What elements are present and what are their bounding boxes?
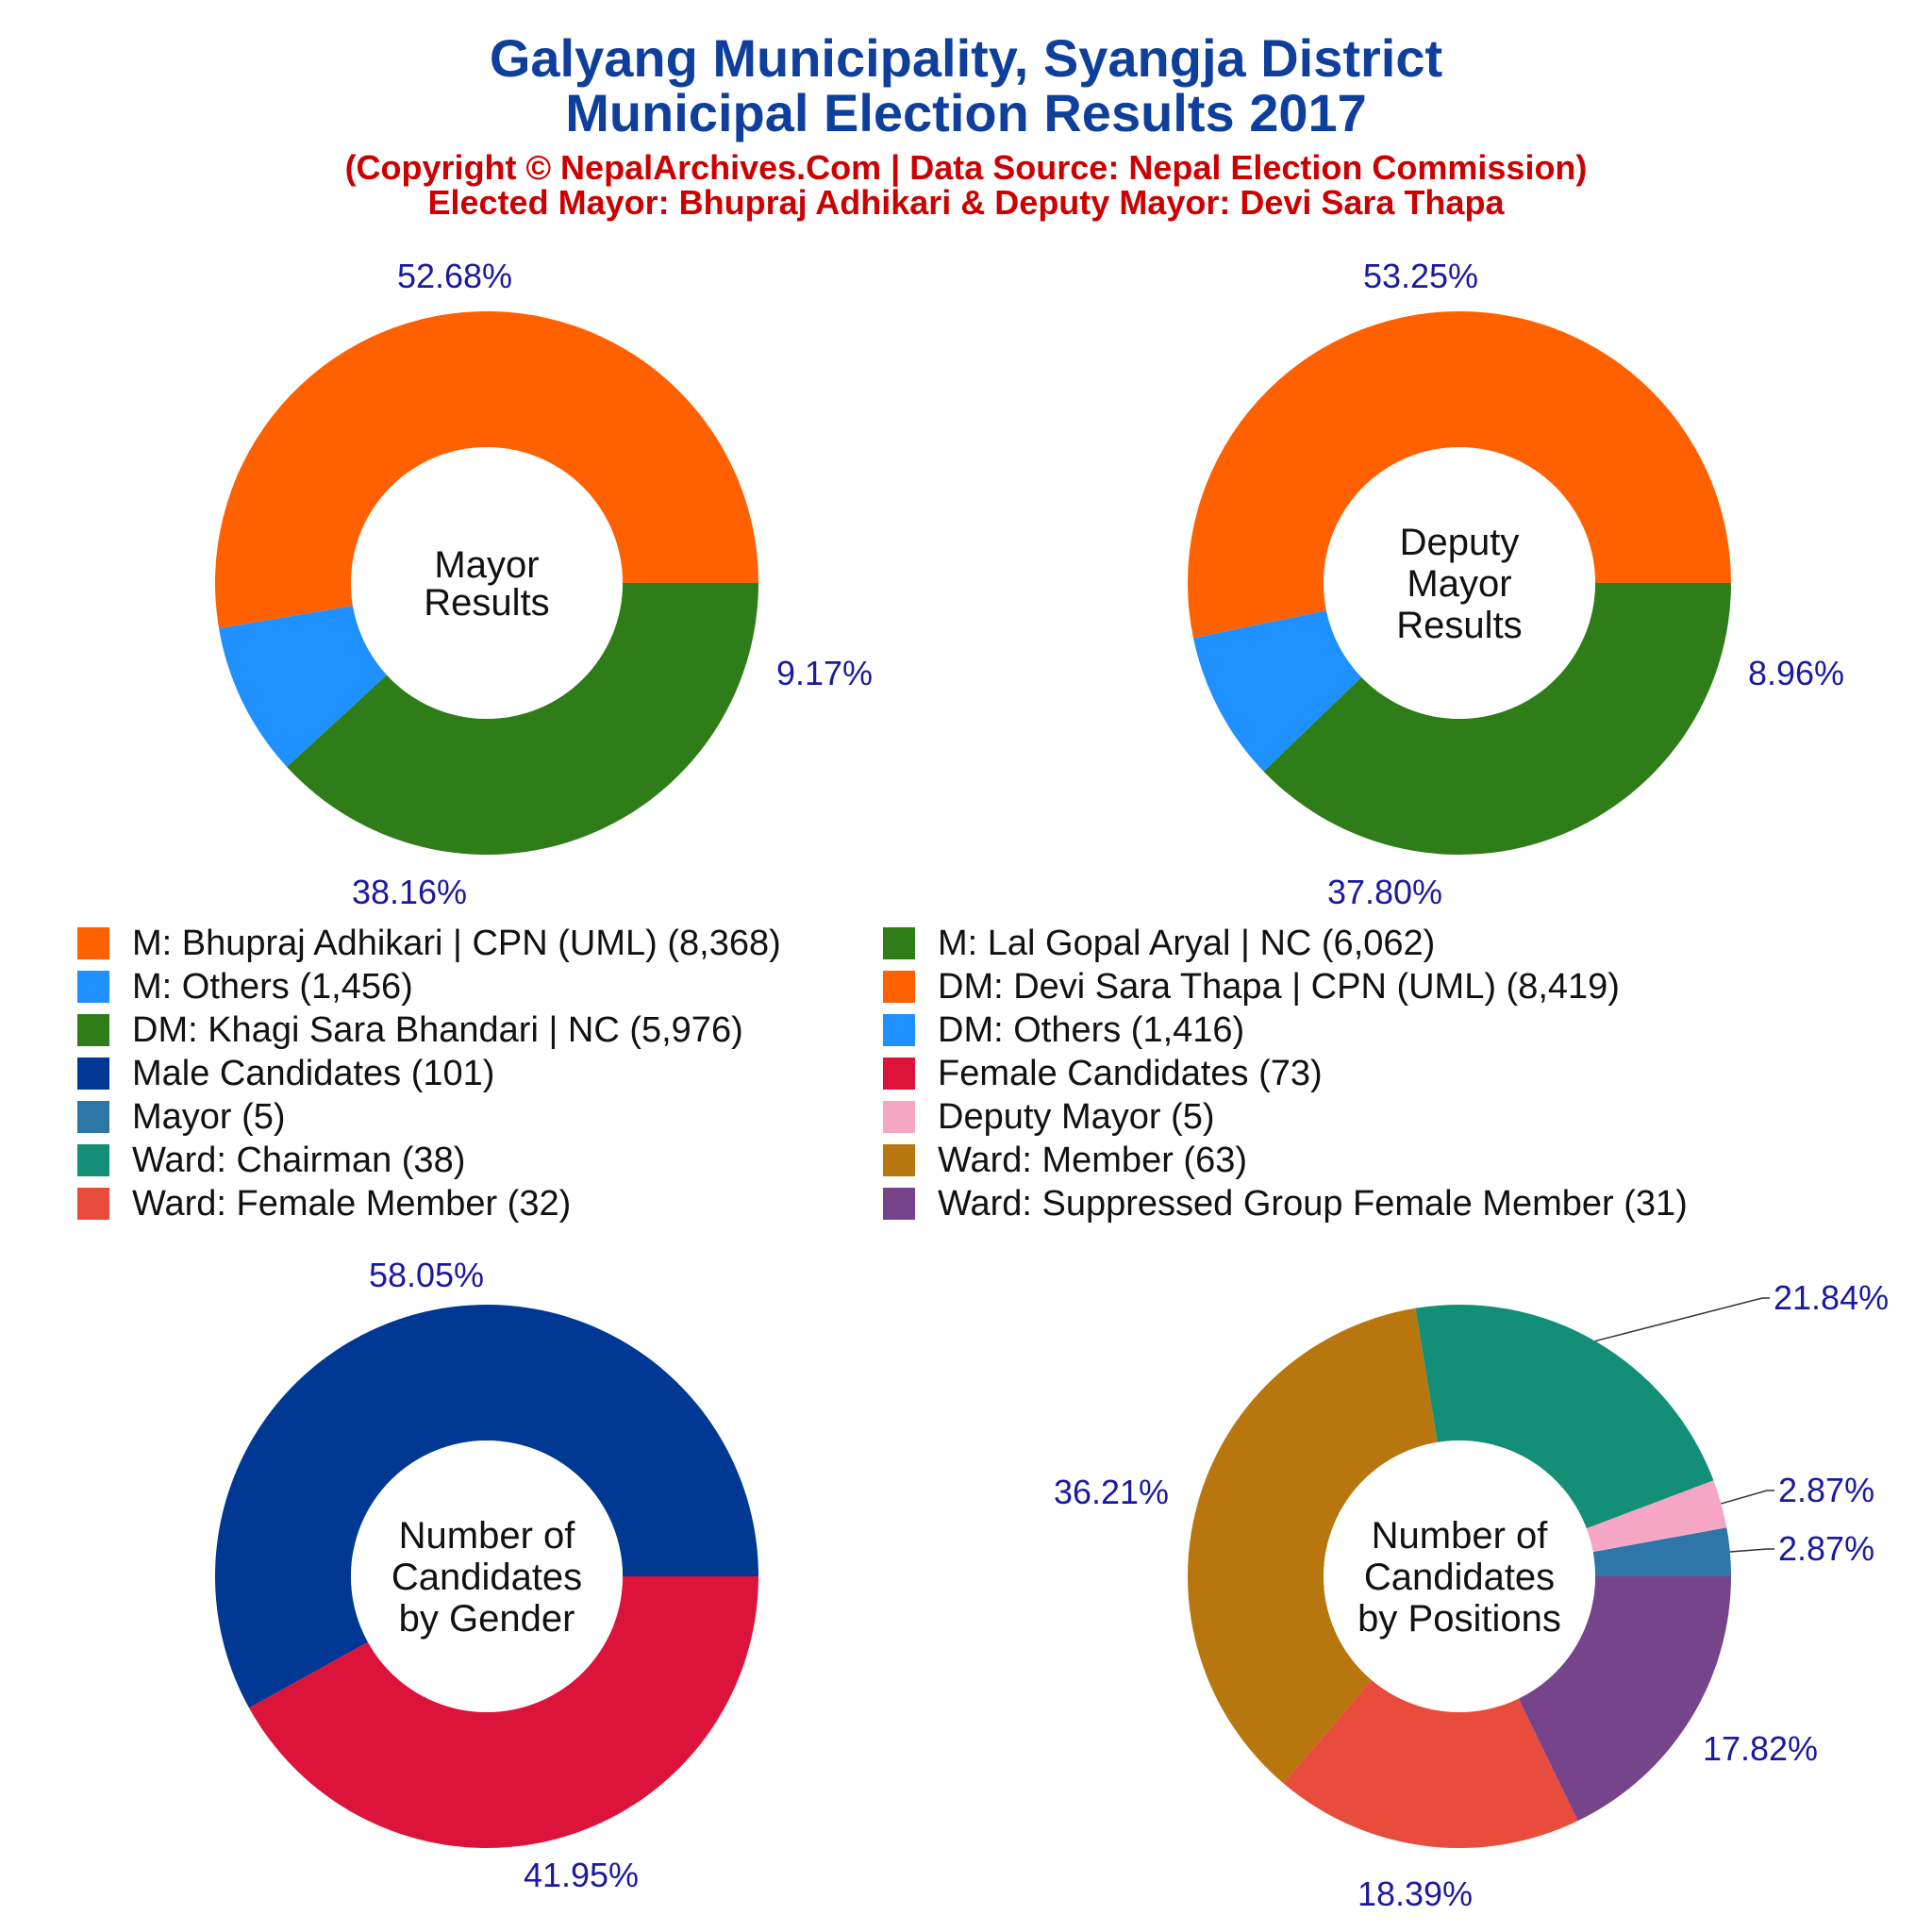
center-label: Mayor <box>434 544 539 586</box>
legend-label: M: Others (1,456) <box>132 967 413 1007</box>
legend-swatch <box>77 1101 109 1133</box>
slice-5 <box>1283 1679 1578 1849</box>
legend-item: DM: Khagi Sara Bhandari | NC (5,976) <box>77 1011 743 1049</box>
legend-label: M: Lal Gopal Aryal | NC (6,062) <box>938 924 1436 963</box>
slice-1 <box>214 1304 758 1708</box>
percent-label: 18.39% <box>1357 1874 1473 1913</box>
center-label: Results <box>1396 605 1522 646</box>
legend-label: M: Bhupraj Adhikari | CPN (UML) (8,368) <box>132 924 781 963</box>
slice-3 <box>287 583 758 856</box>
legend-label: Deputy Mayor (5) <box>938 1097 1215 1137</box>
legend-label: Mayor (5) <box>132 1097 286 1137</box>
legend-swatch <box>883 971 915 1003</box>
slice-1 <box>1188 310 1731 639</box>
percent-label: 8.96% <box>1748 654 1844 692</box>
label-leader-line <box>1721 1490 1774 1505</box>
legend-label: Ward: Suppressed Group Female Member (31… <box>938 1184 1688 1224</box>
percent-label: 52.68% <box>397 257 512 295</box>
slice-1 <box>214 311 758 629</box>
percent-label: 9.17% <box>776 654 873 692</box>
center-label: Candidates <box>391 1557 582 1598</box>
percent-label: 17.82% <box>1703 1729 1818 1768</box>
center-label: Deputy <box>1400 522 1520 563</box>
legend-item: M: Lal Gopal Aryal | NC (6,062) <box>883 924 1435 962</box>
legend-item: M: Bhupraj Adhikari | CPN (UML) (8,368) <box>77 924 781 962</box>
label-leader-line <box>1594 1297 1770 1342</box>
legend-swatch <box>77 927 109 959</box>
legend-item: Mayor (5) <box>77 1098 286 1136</box>
legend-swatch <box>883 1144 915 1176</box>
legend-label: DM: Others (1,416) <box>938 1010 1245 1050</box>
legend-item: Ward: Suppressed Group Female Member (31… <box>883 1185 1688 1223</box>
subtitle-copyright: (Copyright © NepalArchives.Com | Data So… <box>344 148 1588 187</box>
legend-label: Female Candidates (73) <box>938 1054 1323 1093</box>
legend-item: Ward: Member (63) <box>883 1141 1247 1179</box>
main-title-line-2: Municipal Election Results 2017 <box>565 83 1367 142</box>
legend-item: Ward: Chairman (38) <box>77 1141 465 1179</box>
center-label: Candidates <box>1364 1557 1555 1598</box>
percent-label: 58.05% <box>369 1256 484 1294</box>
slice-2 <box>219 606 388 768</box>
legend-label: Ward: Member (63) <box>938 1141 1247 1180</box>
slice-1 <box>1592 1527 1732 1576</box>
legend-item: Deputy Mayor (5) <box>883 1098 1215 1136</box>
legend-swatch <box>883 1188 915 1220</box>
percent-label: 37.80% <box>1327 873 1442 911</box>
legend-swatch <box>77 1188 109 1220</box>
legend-label: DM: Devi Sara Thapa | CPN (UML) (8,419) <box>938 967 1620 1007</box>
percent-label: 21.84% <box>1774 1278 1889 1317</box>
subtitle-elected: Elected Mayor: Bhupraj Adhikari & Deputy… <box>427 183 1505 222</box>
slice-4 <box>1188 1307 1438 1784</box>
donut-hole <box>1324 1441 1595 1712</box>
legend-swatch <box>883 1101 915 1133</box>
legend-label: Ward: Female Member (32) <box>132 1184 572 1224</box>
center-label: by Gender <box>399 1598 575 1640</box>
legend-swatch <box>883 1058 915 1090</box>
legend-swatch <box>77 1014 109 1046</box>
percent-label: 36.21% <box>1054 1473 1169 1511</box>
legend-item: Female Candidates (73) <box>883 1055 1323 1092</box>
legend-item: DM: Devi Sara Thapa | CPN (UML) (8,419) <box>883 968 1620 1006</box>
donut-hole <box>351 447 623 719</box>
legend-swatch <box>883 1014 915 1046</box>
legend-swatch <box>77 971 109 1003</box>
slice-2 <box>1192 610 1362 772</box>
legend-item: Ward: Female Member (32) <box>77 1185 571 1223</box>
percent-label: 53.25% <box>1363 257 1478 295</box>
legend-swatch <box>77 1058 109 1090</box>
slice-2 <box>249 1576 759 1848</box>
legend-label: DM: Khagi Sara Bhandari | NC (5,976) <box>132 1010 743 1050</box>
slice-3 <box>1263 583 1731 855</box>
legend-item: M: Others (1,456) <box>77 968 413 1006</box>
center-label: Number of <box>1372 1515 1549 1557</box>
legend-swatch <box>77 1144 109 1176</box>
percent-label: 2.87% <box>1778 1529 1874 1568</box>
slice-3 <box>1415 1305 1714 1529</box>
legend-item: Male Candidates (101) <box>77 1055 494 1092</box>
percent-label: 2.87% <box>1778 1471 1874 1509</box>
legend-label: Ward: Chairman (38) <box>132 1141 466 1180</box>
label-leader-line <box>1729 1548 1774 1553</box>
percent-label: 41.95% <box>524 1856 639 1894</box>
donut-hole <box>351 1441 623 1712</box>
donut-hole <box>1324 447 1595 719</box>
center-label: Results <box>424 582 549 624</box>
legend-label: Male Candidates (101) <box>132 1054 495 1093</box>
slice-6 <box>1518 1576 1731 1822</box>
center-label: Mayor <box>1407 563 1511 605</box>
legend-item: DM: Others (1,416) <box>883 1011 1244 1049</box>
donut-chart-4: 2.87% 2.87% 21.84% 36.21% 18.39% 17.82% Number… <box>1054 1278 1889 1913</box>
main-title-line-1: Galyang Municipality, Syangja District <box>489 28 1443 88</box>
center-label: by Positions <box>1357 1598 1561 1640</box>
center-label: Number of <box>399 1515 576 1557</box>
legend-swatch <box>883 927 915 959</box>
slice-2 <box>1586 1480 1727 1553</box>
percent-label: 38.16% <box>352 873 467 911</box>
